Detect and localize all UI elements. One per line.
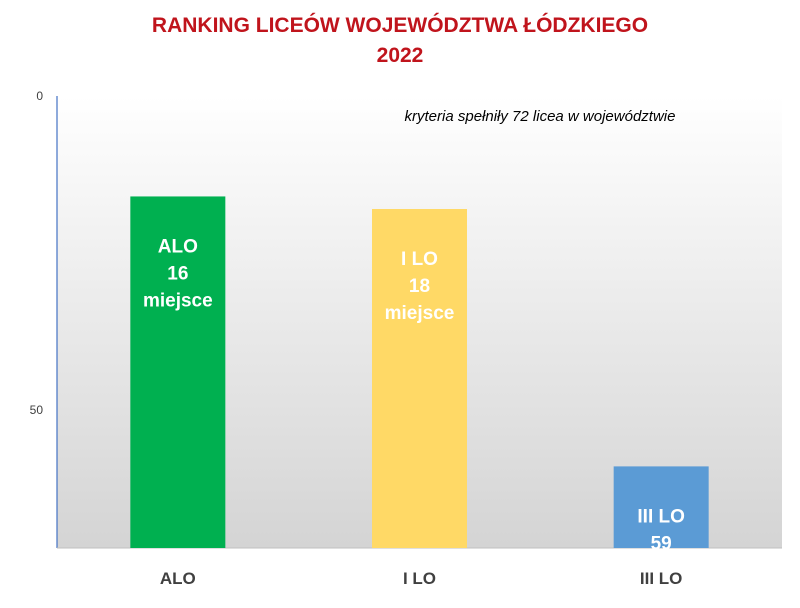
x-category-label: III LO xyxy=(640,569,683,588)
bar-data-label: III LO xyxy=(637,506,685,527)
bar-data-label: 59 xyxy=(651,533,672,554)
bar xyxy=(130,196,226,548)
y-tick-label: 50 xyxy=(30,403,44,417)
annotation-note: kryteria spełniły 72 licea w województwi… xyxy=(405,108,676,125)
bar-data-label: I LO xyxy=(401,249,438,270)
bar-data-label: miejsce xyxy=(143,290,213,311)
bar-data-label: 18 xyxy=(409,276,430,297)
bar xyxy=(613,466,709,548)
y-tick-label: 0 xyxy=(36,89,43,103)
bar xyxy=(372,209,467,548)
x-category-label: ALO xyxy=(160,569,196,588)
chart-title: RANKING LICEÓW WOJEWÓDZTWA ŁÓDZKIEGO xyxy=(151,14,649,37)
bar-data-label: ALO xyxy=(158,236,198,257)
chart-subtitle: 2022 xyxy=(376,44,424,67)
bar-data-label: miejsce xyxy=(385,303,455,324)
x-category-label: I LO xyxy=(403,569,436,588)
bar-data-label: miejsce xyxy=(626,560,696,581)
bar-data-label: 16 xyxy=(167,263,188,284)
